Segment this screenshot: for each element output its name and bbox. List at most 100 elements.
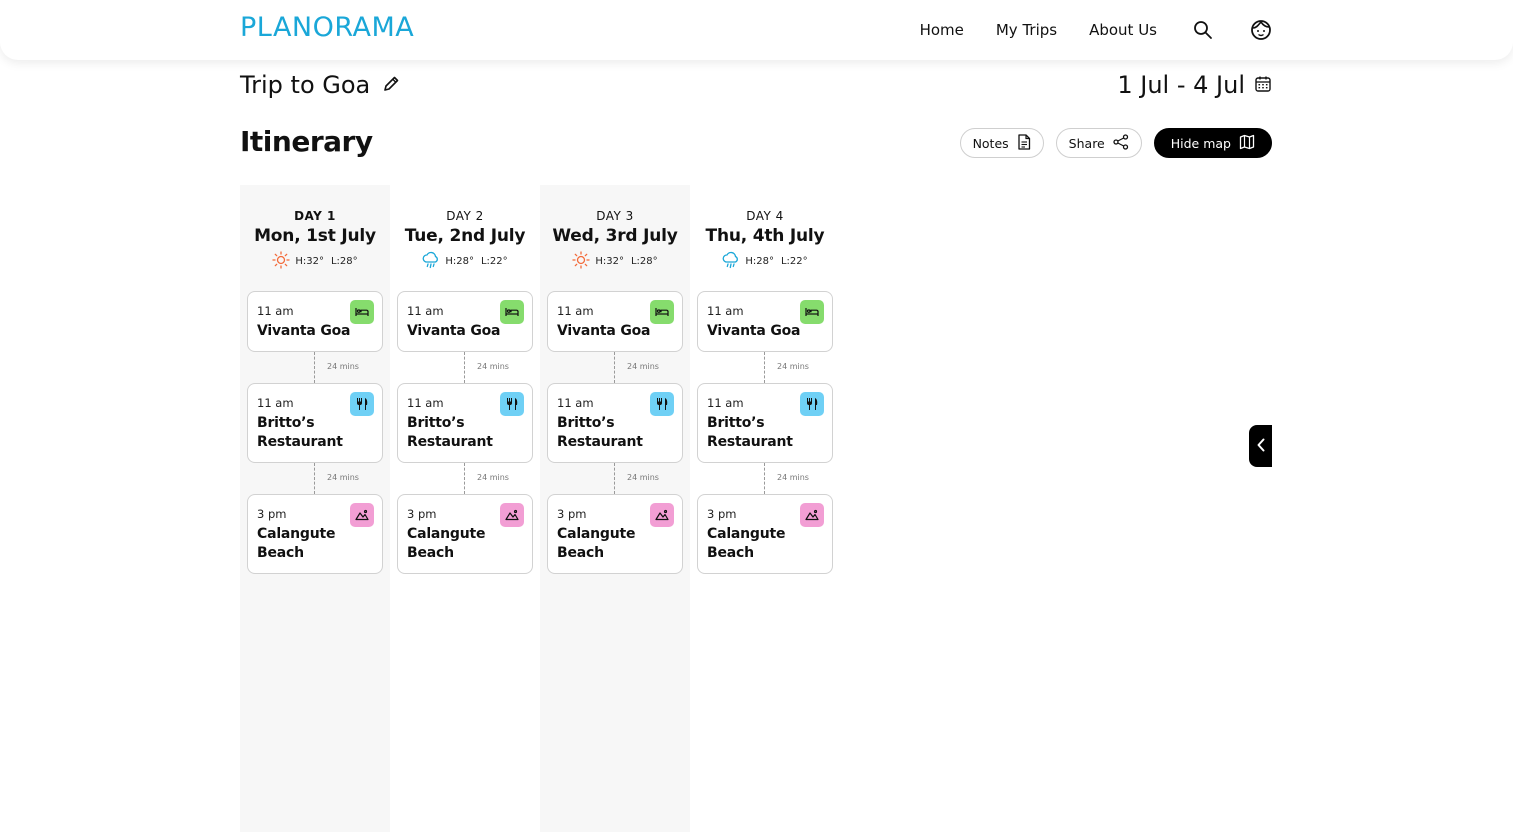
hide-map-button[interactable]: Hide map [1153,128,1272,158]
user-face-icon[interactable] [1249,18,1273,42]
dashed-line [314,352,315,383]
travel-time: 24 mins [777,362,809,371]
stop-time: 3 pm [557,507,587,521]
top-navbar: PLANORAMA Home My Trips About Us [0,0,1513,60]
dashed-line [614,352,615,383]
stop-card[interactable]: 11 am Vivanta Goa [697,291,833,352]
stop-time: 3 pm [707,507,737,521]
stop-card[interactable]: 3 pm Calangute Beach [247,494,383,574]
low-temp: L:22° [480,256,508,267]
hide-map-button-label: Hide map [1170,135,1231,151]
day-stops: 11 am Vivanta Goa 24 mins 11 am Britto’s Res… [697,291,833,574]
stop-card[interactable]: 11 am Britto’s Restaurant [697,383,833,463]
dashed-line [614,463,615,494]
travel-connector: 24 mins [397,352,533,383]
itinerary-heading: Itinerary [240,125,373,158]
share-button[interactable]: Share [1055,128,1142,158]
stop-name: Britto’s Restaurant [407,415,493,450]
stop-name: Calangute Beach [707,526,786,561]
fork-knife-icon [800,392,824,416]
stop-card[interactable]: 11 am Vivanta Goa [547,291,683,352]
high-temp: H:28° [745,256,774,267]
day-column: DAY 3 Wed, 3rd July H:32° L:28° 11 am Vivanta… [540,185,690,832]
trip-date-range[interactable]: 1 Jul - 4 Jul [1117,71,1272,99]
low-temp: L:28° [330,256,358,267]
map-icon [1239,134,1255,153]
day-column: DAY 4 Thu, 4th July H:28° L:22° 11 am Vivanta… [690,185,840,832]
travel-time: 24 mins [627,362,659,371]
day-header: DAY 4 Thu, 4th July H:28° L:22° [690,185,840,272]
travel-connector: 24 mins [547,352,683,383]
trip-title: Trip to Goa [240,71,371,99]
stop-card[interactable]: 11 am Britto’s Restaurant [547,383,683,463]
stop-card[interactable]: 11 am Britto’s Restaurant [247,383,383,463]
collapse-panel-button[interactable] [1249,425,1272,467]
stop-card[interactable]: 11 am Britto’s Restaurant [397,383,533,463]
day-date: Wed, 3rd July [552,226,678,246]
stop-card[interactable]: 11 am Vivanta Goa [397,291,533,352]
travel-time: 24 mins [477,362,509,371]
stop-card[interactable]: 3 pm Calangute Beach [397,494,533,574]
stop-name: Calangute Beach [407,526,486,561]
day-number: DAY 3 [596,209,634,223]
day-column: DAY 2 Tue, 2nd July H:28° L:22° 11 am Vivanta… [390,185,540,832]
low-temp: L:28° [630,256,658,267]
stop-time: 11 am [257,396,294,410]
fork-knife-icon [350,392,374,416]
stop-name: Calangute Beach [257,526,336,561]
day-stops: 11 am Vivanta Goa 24 mins 11 am Britto’s Res… [397,291,533,574]
stop-time: 11 am [707,304,744,318]
stop-name: Vivanta Goa [257,323,351,339]
date-range-text: 1 Jul - 4 Jul [1117,71,1245,99]
stop-time: 11 am [257,304,294,318]
share-button-label: Share [1068,135,1105,151]
day-weather: H:32° L:28° [240,251,390,272]
planorama-logo[interactable]: PLANORAMA [240,12,415,43]
chevron-left-icon [1256,437,1266,456]
day-header: DAY 2 Tue, 2nd July H:28° L:22° [390,185,540,272]
mountain-icon [800,503,824,527]
itinerary-days: DAY 1 Mon, 1st July H:32° L:28° 11 am Vivanta… [240,185,840,832]
stop-name: Vivanta Goa [557,323,651,339]
stop-card[interactable]: 3 pm Calangute Beach [547,494,683,574]
travel-connector: 24 mins [247,463,383,494]
bed-icon [800,300,824,324]
stop-name: Vivanta Goa [407,323,501,339]
stop-name: Calangute Beach [557,526,636,561]
mountain-icon [500,503,524,527]
dashed-line [314,463,315,494]
itinerary-actions: Notes Share Hide map [959,128,1272,158]
nav-my-trips-link[interactable]: My Trips [995,21,1058,39]
stop-time: 11 am [407,304,444,318]
fork-knife-icon [500,392,524,416]
search-icon[interactable] [1191,18,1215,42]
day-column: DAY 1 Mon, 1st July H:32° L:28° 11 am Vivanta… [240,185,390,832]
day-weather: H:28° L:22° [390,251,540,272]
bed-icon [500,300,524,324]
edit-pencil-icon[interactable] [382,71,400,99]
day-date: Mon, 1st July [254,226,376,246]
travel-connector: 24 mins [397,463,533,494]
mountain-icon [350,503,374,527]
dashed-line [764,352,765,383]
stop-name: Britto’s Restaurant [257,415,343,450]
stop-time: 11 am [557,304,594,318]
document-icon [1017,133,1031,153]
bed-icon [650,300,674,324]
travel-time: 24 mins [327,473,359,482]
trip-title-row: Trip to Goa [240,71,400,99]
day-number: DAY 1 [294,209,336,223]
nav-about-us-link[interactable]: About Us [1089,21,1157,39]
stop-card[interactable]: 3 pm Calangute Beach [697,494,833,574]
calendar-icon[interactable] [1254,71,1272,99]
nav-home-link[interactable]: Home [919,21,964,39]
dashed-line [464,463,465,494]
travel-connector: 24 mins [697,463,833,494]
high-temp: H:32° [595,256,624,267]
notes-button[interactable]: Notes [959,128,1044,158]
bed-icon [350,300,374,324]
stop-time: 11 am [407,396,444,410]
stop-card[interactable]: 11 am Vivanta Goa [247,291,383,352]
stop-time: 11 am [557,396,594,410]
day-date: Thu, 4th July [705,226,825,246]
